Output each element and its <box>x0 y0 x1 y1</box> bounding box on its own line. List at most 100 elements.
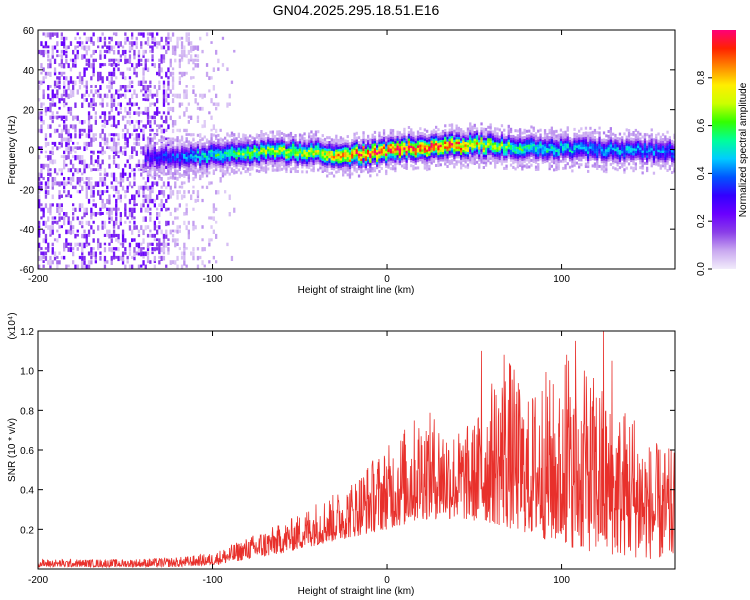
spectrogram-ridge-cell <box>487 125 490 129</box>
spectrogram-ridge-cell <box>584 165 588 168</box>
spectrogram-cell <box>63 177 66 181</box>
spectrogram-cell <box>133 198 136 204</box>
spectrogram-cell <box>146 32 150 36</box>
spectrogram-ridge-cell <box>591 133 594 137</box>
spectrogram-cell <box>194 198 197 203</box>
spectrogram-ridge-cell <box>559 128 563 132</box>
spectrogram-ridge-cell <box>180 164 184 168</box>
spectrogram-ridge-cell <box>310 151 313 155</box>
spectrogram-ridge-cell <box>596 150 599 154</box>
spectrogram-ridge-cell <box>464 131 467 135</box>
spectrogram-ridge-cell <box>385 164 388 168</box>
spectrogram-ridge-cell <box>364 162 367 166</box>
spectrogram-cell <box>171 106 175 113</box>
spectrogram-ridge-cell <box>428 143 431 147</box>
spectrogram-ridge-cell <box>303 149 306 153</box>
spectrogram-cell <box>149 85 152 88</box>
spectrogram-ridge-cell <box>335 141 338 145</box>
spectrogram-ridge-cell <box>512 134 515 138</box>
spectrogram-ridge-cell <box>360 167 363 171</box>
spectrogram-ridge-cell <box>428 160 431 164</box>
spectrogram-cell <box>108 58 111 63</box>
spectrogram-cell <box>112 49 116 55</box>
spectrogram-ridge-cell <box>593 131 597 135</box>
spectrogram-ridge-cell <box>208 140 211 144</box>
spectrogram-ridge-cell <box>632 152 635 156</box>
spectrogram-ridge-cell <box>360 165 363 169</box>
spectrogram-cell <box>40 168 43 174</box>
spectrogram-ridge-cell <box>512 154 515 157</box>
spectrogram-cell <box>106 45 109 50</box>
spectrogram-cell <box>140 58 143 62</box>
spectrogram-cell <box>153 225 156 231</box>
spectrogram-ridge-cell <box>484 132 488 136</box>
spectrogram-cell <box>196 190 200 196</box>
spectrogram-cell <box>53 238 57 242</box>
spectrogram-cell <box>99 150 102 154</box>
spectrogram-ridge-cell <box>278 139 281 143</box>
spectrogram-ridge-cell <box>346 163 349 167</box>
spectrogram-ridge-cell <box>435 154 438 158</box>
spectrogram-ridge-cell <box>621 145 624 149</box>
spectrogram-cell <box>49 212 52 216</box>
spectrogram-ridge-cell <box>203 168 206 172</box>
spectrogram-ridge-cell <box>321 143 324 147</box>
spectrogram-ridge-cell <box>283 142 286 146</box>
spectrogram-cell <box>167 85 170 91</box>
spectrogram-cell <box>171 85 175 90</box>
spectrogram-cell <box>171 45 175 50</box>
spectrogram-ridge-cell <box>310 159 313 163</box>
spectrogram-ridge-cell <box>283 159 286 163</box>
spectrogram-ridge-cell <box>598 131 601 135</box>
spectrogram-cell <box>63 102 66 108</box>
spectrogram-ridge-cell <box>190 167 193 171</box>
spectrogram-ridge-cell <box>489 128 492 132</box>
spectrogram-cell <box>94 137 97 141</box>
spectrogram-ridge-cell <box>453 141 456 145</box>
spectrogram-ridge-cell <box>339 157 342 161</box>
spectrogram-ridge-cell <box>342 156 345 160</box>
spectrogram-ridge-cell <box>423 140 426 144</box>
spectrogram-ridge-cell <box>146 155 150 159</box>
spectrogram-ridge-cell <box>144 166 147 169</box>
spectrogram-ridge-cell <box>237 168 240 172</box>
spectrogram-ridge-cell <box>246 153 249 157</box>
spectrogram-ridge-cell <box>416 132 420 136</box>
spectrogram-ridge-cell <box>180 152 184 156</box>
spectrogram-cell <box>137 242 141 249</box>
spectrogram-ridge-cell <box>364 160 367 164</box>
spectrogram-cell <box>42 76 45 82</box>
spectrogram-ridge-cell <box>271 137 274 141</box>
spectrogram-ridge-cell <box>528 141 531 145</box>
spectrogram-ridge-cell <box>643 133 647 137</box>
spectrogram-cell <box>60 32 63 37</box>
spectrogram-cell <box>108 36 111 40</box>
spectrogram-ridge-cell <box>387 149 390 152</box>
spectrogram-ridge-cell <box>521 141 524 145</box>
spectrogram-cell <box>101 220 104 225</box>
spectrogram-ridge-cell <box>519 154 522 158</box>
spectrogram-ridge-cell <box>396 159 399 163</box>
spectrogram-cell <box>142 137 145 141</box>
spectrogram-cell <box>63 159 66 165</box>
spectrogram-cell <box>146 67 150 72</box>
spectrogram-cell <box>133 177 136 181</box>
spectrogram-ridge-cell <box>224 151 227 154</box>
spectrogram-ridge-cell <box>421 134 424 138</box>
spectrogram-ridge-cell <box>167 165 170 168</box>
spectrogram-cell <box>40 49 43 56</box>
spectrogram-ridge-cell <box>466 127 470 131</box>
spectrogram-cell <box>149 128 152 132</box>
spectrogram-ridge-cell <box>598 136 601 140</box>
spectrogram-ridge-cell <box>258 141 261 145</box>
spectrogram-ridge-cell <box>301 134 304 138</box>
spectrogram-cell <box>103 93 107 98</box>
spectrogram-cell <box>176 229 179 234</box>
spectrogram-ridge-cell <box>389 157 392 161</box>
spectrogram-ridge-cell <box>562 145 565 149</box>
spectrogram-cell <box>76 76 79 79</box>
spectrogram-ridge-cell <box>230 134 234 137</box>
spectrogram-cell <box>124 49 127 54</box>
spectrogram-ridge-cell <box>285 143 288 147</box>
spectrogram-cell <box>192 251 195 257</box>
